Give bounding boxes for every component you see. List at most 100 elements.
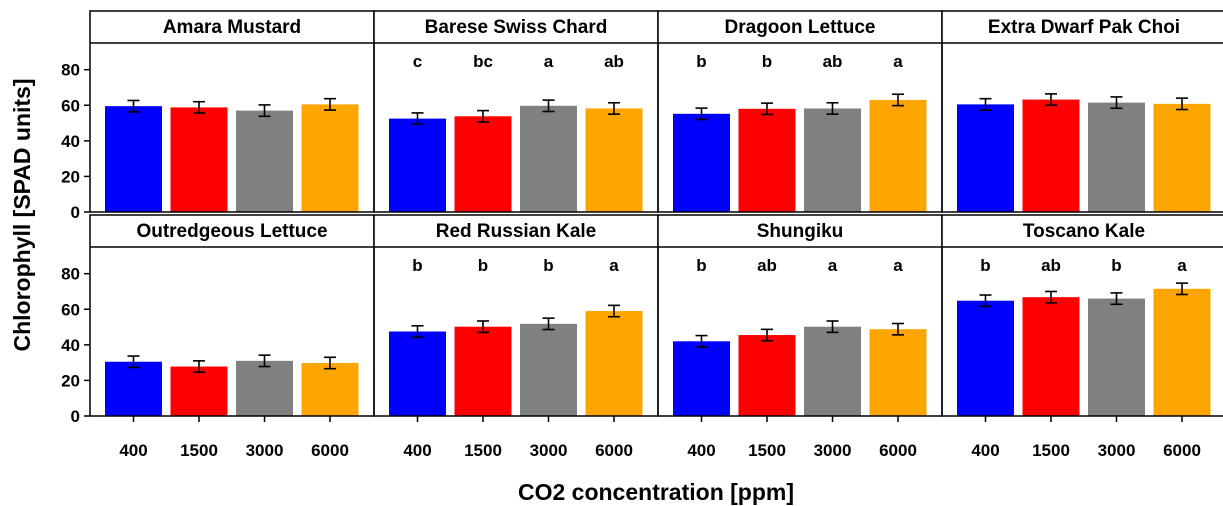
panel-strip [658, 215, 942, 247]
panel-strip [942, 11, 1223, 43]
bar-6000 [1153, 288, 1211, 416]
error-bar [979, 294, 992, 308]
panel-title: Outredgeous Lettuce [136, 221, 327, 242]
y-tick-label: 20 [61, 371, 80, 390]
panel-strip [658, 11, 942, 43]
bar-1500 [1022, 297, 1080, 416]
error-bar [761, 328, 773, 342]
panel-5: Outredgeous Lettuce 0 20 40 60 80 400 1500 3000 6… [61, 214, 375, 460]
error-bar [1110, 292, 1123, 306]
error-bar [761, 102, 773, 116]
panel-title: Extra Dwarf Pak Choi [988, 17, 1180, 38]
error-bar [979, 97, 992, 111]
x-axis-label: CO2 concentration [ppm] [518, 479, 794, 505]
bar-6000 [585, 311, 643, 416]
error-bar [608, 101, 620, 115]
bar-6000 [301, 362, 359, 416]
y-tick-label: 0 [71, 203, 80, 222]
bar-400 [105, 106, 162, 212]
bar-1500 [738, 335, 796, 416]
panel-strip [90, 215, 374, 247]
bar-6000 [301, 104, 359, 212]
bar-3000 [804, 108, 861, 212]
bar-400 [957, 300, 1014, 416]
y-tick-label: 0 [71, 407, 80, 426]
panel-1: Amara Mustard 0 20 40 60 80 [61, 10, 375, 222]
panel-strip [90, 11, 374, 43]
error-bar [826, 101, 839, 115]
panel-7: Shungiku b ab a a 400 1500 3000 6000 [657, 214, 943, 460]
error-bar [826, 320, 839, 334]
bar-400 [105, 361, 162, 416]
x-tick-label: 1500 [1032, 441, 1070, 460]
error-bar [608, 304, 620, 318]
x-tick-label: 3000 [1098, 441, 1136, 460]
bar-1500 [454, 326, 512, 416]
bar-400 [957, 104, 1014, 212]
bar-3000 [520, 323, 577, 416]
error-bar [411, 112, 424, 126]
x-tick-label: 400 [119, 441, 147, 460]
x-tick-label: 1500 [180, 441, 218, 460]
significance-letter: a [893, 256, 903, 275]
y-axis-label: Chlorophyll [SPAD units] [9, 78, 35, 351]
y-tick-label: 20 [61, 167, 80, 186]
significance-letter: ab [1041, 256, 1061, 275]
significance-letter: b [1111, 256, 1121, 275]
bar-6000 [1153, 103, 1211, 212]
y-tick-label: 40 [61, 132, 80, 151]
bar-400 [389, 118, 446, 212]
significance-letter: b [696, 52, 706, 71]
panel-title: Amara Mustard [163, 17, 301, 38]
error-bar [542, 317, 555, 331]
x-tick-label: 400 [971, 441, 999, 460]
significance-letter: b [543, 256, 553, 275]
bar-1500 [170, 107, 228, 212]
error-bar [1045, 93, 1057, 107]
y-tick-label: 60 [61, 300, 80, 319]
x-tick-label: 6000 [595, 441, 633, 460]
x-tick-label: 400 [403, 441, 431, 460]
error-bar [892, 322, 904, 336]
panels-layer: Amara Mustard 0 20 40 60 80 Barese Swiss Chard… [61, 10, 1223, 460]
y-tick-label: 60 [61, 96, 80, 115]
panel-title: Dragoon Lettuce [725, 17, 876, 38]
significance-letter: b [696, 256, 706, 275]
y-tick-label: 80 [61, 61, 80, 80]
error-bar [477, 320, 489, 334]
significance-letter: b [412, 256, 422, 275]
error-bar [258, 354, 271, 368]
bar-6000 [585, 108, 643, 212]
x-tick-label: 3000 [530, 441, 568, 460]
x-tick-label: 6000 [311, 441, 349, 460]
error-bar [127, 99, 140, 113]
bar-1500 [454, 116, 512, 212]
error-bar [695, 334, 708, 348]
bar-1500 [1022, 99, 1080, 212]
error-bar [1045, 290, 1057, 304]
error-bar [193, 100, 205, 114]
bar-400 [673, 113, 730, 212]
panel-6: Red Russian Kale b b b a 400 1500 3000 6000 [373, 214, 659, 460]
x-tick-label: 3000 [814, 441, 852, 460]
significance-letter: b [980, 256, 990, 275]
significance-letter: ab [604, 52, 624, 71]
error-bar [1176, 97, 1188, 111]
panel-3: Dragoon Lettuce b b ab a [657, 10, 943, 213]
bar-3000 [236, 360, 293, 416]
panel-strip [942, 215, 1223, 247]
panel-title: Barese Swiss Chard [425, 17, 608, 38]
error-bar [892, 93, 904, 107]
significance-letter: b [762, 52, 772, 71]
error-bar [193, 360, 205, 374]
significance-letter: ab [757, 256, 777, 275]
bar-6000 [869, 99, 927, 212]
x-tick-label: 6000 [879, 441, 917, 460]
y-tick-label: 40 [61, 336, 80, 355]
error-bar [324, 356, 336, 370]
significance-letter: c [413, 52, 422, 71]
x-tick-label: 3000 [246, 441, 284, 460]
error-bar [1110, 96, 1123, 110]
